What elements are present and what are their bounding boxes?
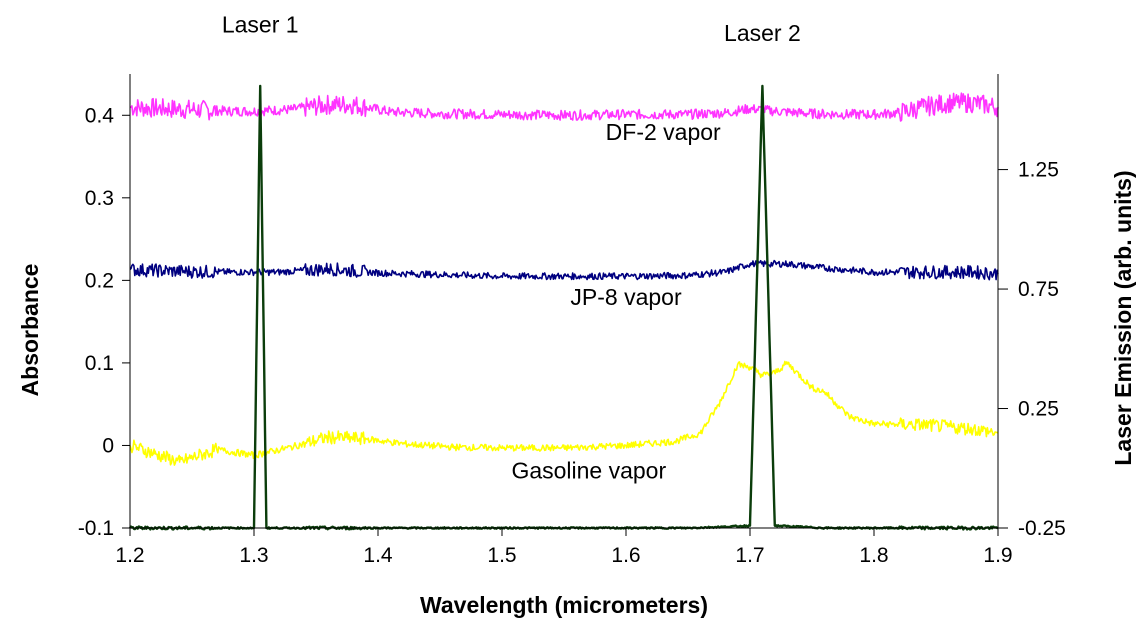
x-tick-label: 1.5	[487, 544, 516, 567]
annotation-label: JP-8 vapor	[570, 284, 682, 310]
y2-tick-label: 1.25	[1018, 159, 1059, 182]
x-tick-label: 1.3	[239, 544, 268, 567]
x-tick-label: 1.8	[859, 544, 888, 567]
y-tick-label: 0	[102, 434, 114, 457]
series-line-3	[129, 360, 999, 466]
x-tick-label: 1.7	[735, 544, 764, 567]
x-tick-label: 1.2	[115, 544, 144, 567]
ticks-layer: 1.2 1.3 1.4 1.5 1.6 1.7 1.8 1.9 -0.1 0 0.1 0.2 0.3 0.…	[78, 104, 1066, 567]
annotations-layer: Laser 1 Laser 2 DF-2 vapor JP-8 vapor Gasoli…	[222, 12, 801, 484]
y-tick-label: 0.4	[85, 104, 115, 127]
annotation-label: Laser 1	[222, 12, 299, 38]
x-axis-title: Wavelength (micrometers)	[420, 592, 708, 618]
y-tick-label: 0.1	[85, 352, 114, 375]
y-axis-title: Absorbance	[17, 264, 43, 397]
y-tick-label: -0.1	[78, 517, 114, 540]
series-line-1	[129, 92, 999, 122]
y2-tick-label: 0.75	[1018, 278, 1059, 301]
y2-tick-label: 0.25	[1018, 398, 1059, 421]
annotation-label: Gasoline vapor	[511, 457, 666, 483]
x-tick-label: 1.9	[983, 544, 1012, 567]
series-line-2	[129, 259, 999, 281]
y-tick-label: 0.2	[85, 269, 114, 292]
y2-tick-label: -0.25	[1018, 517, 1066, 540]
y-tick-label: 0.3	[85, 187, 114, 210]
annotation-label: Laser 2	[724, 20, 801, 46]
x-tick-label: 1.6	[611, 544, 640, 567]
x-tick-label: 1.4	[363, 544, 393, 567]
annotation-label: DF-2 vapor	[606, 119, 721, 145]
y2-axis-title: Laser Emission (arb. units)	[1110, 170, 1136, 465]
